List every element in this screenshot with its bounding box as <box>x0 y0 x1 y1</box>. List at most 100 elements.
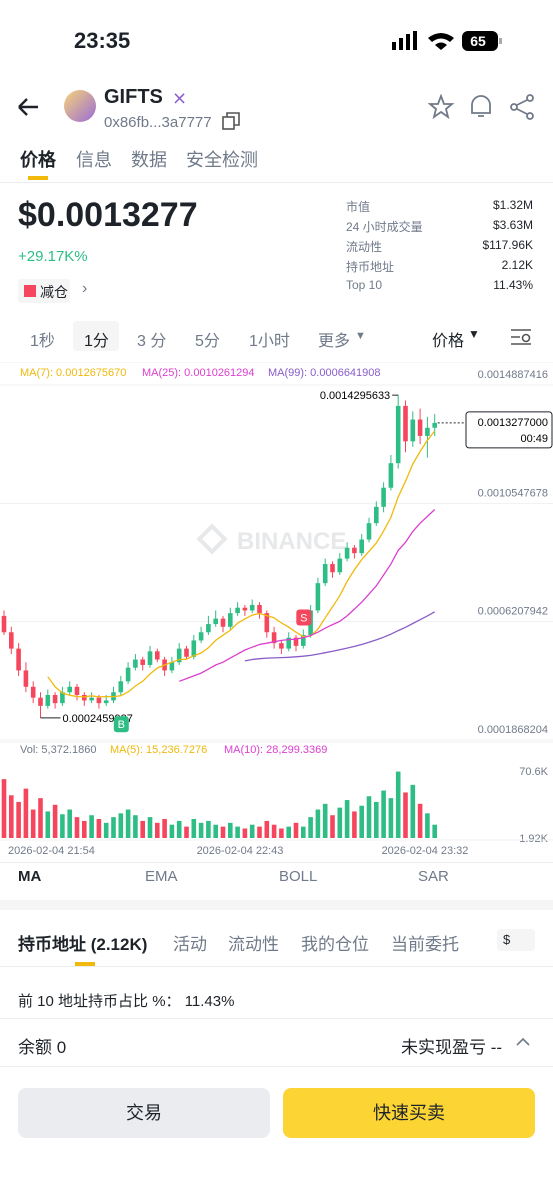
interval[interactable]: 1小时 <box>249 333 290 350</box>
header-actions[interactable] <box>428 94 538 120</box>
volume-bar <box>249 824 255 838</box>
candle-body <box>89 697 94 701</box>
chart-settings[interactable] <box>510 328 532 346</box>
interval[interactable]: 1分 <box>84 333 109 350</box>
reduce-label[interactable]: 减仓 <box>40 284 68 300</box>
volume-bar <box>395 771 401 838</box>
x-tick-label: 2026-02-04 23:32 <box>382 845 469 857</box>
indicator[interactable]: EMA <box>145 868 178 885</box>
holder-tab[interactable]: 我的仓位 <box>301 935 369 954</box>
volume-bar <box>322 803 328 838</box>
candle-body <box>344 547 350 559</box>
holder-tab[interactable]: 持币地址 (2.12K) <box>18 935 148 954</box>
volume-bar <box>381 790 386 838</box>
vol-tick-label: 1.92K <box>519 833 548 845</box>
volume-bar <box>330 815 335 838</box>
divider <box>0 1066 553 1067</box>
countdown: 00:49 <box>520 433 548 445</box>
trade-badge <box>113 716 129 733</box>
candle-body <box>337 558 343 573</box>
indicator[interactable]: MA <box>18 868 42 885</box>
volume-bar <box>184 826 189 838</box>
chart: 0.0014887416 0.0010547678 0.0006207942 0.00… <box>0 362 553 857</box>
interval[interactable]: 1秒 <box>30 333 55 350</box>
volume-bar <box>213 824 218 838</box>
collapse[interactable] <box>516 1037 530 1047</box>
candle-body <box>67 686 72 693</box>
stat-label: 流动性 <box>346 240 383 254</box>
candle-body <box>9 632 14 649</box>
candle-body <box>301 634 306 646</box>
indicator[interactable]: BOLL <box>279 868 318 885</box>
candle-body <box>286 637 291 649</box>
tab[interactable]: 信息 <box>76 150 112 170</box>
tab[interactable]: 安全检测 <box>186 150 258 170</box>
copy[interactable] <box>222 112 240 130</box>
candle-body <box>176 648 182 663</box>
candle-body <box>425 427 430 436</box>
volume-bar <box>1 779 7 838</box>
divider <box>0 182 553 183</box>
interval[interactable]: 5分 <box>195 333 220 350</box>
candle-body <box>74 686 80 695</box>
volume-bar <box>417 803 423 838</box>
volume-bar <box>374 801 379 838</box>
volume-bar <box>293 822 299 838</box>
volume-bar <box>30 809 36 838</box>
volume-bar <box>366 796 372 838</box>
volume-bar <box>286 826 291 838</box>
candle-body <box>381 487 386 507</box>
stat-value: $1.32M <box>492 198 533 212</box>
candle-body <box>125 667 131 682</box>
candle-body <box>169 662 175 671</box>
ma-line <box>244 611 436 662</box>
volume-bar <box>82 820 87 838</box>
stat-label: 24 小时成交量 <box>346 220 423 234</box>
volume-bar <box>191 819 197 838</box>
candle-body <box>359 539 364 554</box>
candle-body <box>264 613 270 633</box>
volume-bar <box>67 809 72 838</box>
holder-tab[interactable]: 当前委托 <box>391 935 459 954</box>
holder-tab[interactable]: 活动 <box>173 935 207 954</box>
token-icon <box>64 90 96 122</box>
vol-legend: MA(5): 15,236.7276 <box>110 744 207 756</box>
holder-tab[interactable]: 流动性 <box>228 935 279 954</box>
tab[interactable]: 数据 <box>131 150 167 170</box>
back[interactable] <box>16 96 40 118</box>
high-label: 0.0014295633 <box>320 390 390 402</box>
volume-bar <box>103 822 109 838</box>
volume-bar <box>52 804 58 838</box>
interval[interactable]: 更多 <box>318 333 351 350</box>
volume-bar <box>155 822 160 838</box>
reduce-icon <box>24 285 36 297</box>
volume-bar <box>60 814 65 838</box>
candle-body <box>118 681 124 693</box>
price-tag-label: 0.0013277000 <box>478 417 548 429</box>
chevron: › <box>82 280 88 297</box>
volume-bar <box>410 784 416 838</box>
candle-body <box>198 632 204 641</box>
volume-bar <box>38 798 43 838</box>
candle-body <box>45 694 51 706</box>
candle-body <box>417 419 423 436</box>
indicator[interactable]: SAR <box>418 868 449 885</box>
caret: ▼ <box>355 330 366 342</box>
currency[interactable]: $ <box>497 929 535 951</box>
interval[interactable]: 3 分 <box>137 333 167 350</box>
volume-bar <box>140 820 145 838</box>
status-icons: 65 <box>392 31 502 51</box>
trade-button[interactable]: 交易 <box>18 1088 270 1138</box>
quick-trade-button[interactable]: 快速买卖 <box>283 1088 535 1138</box>
volume-bar <box>133 815 138 838</box>
price-change: +29.17K% <box>18 248 88 265</box>
tab[interactable]: 价格 <box>20 150 56 170</box>
volume-bar <box>206 820 211 838</box>
spacer <box>0 900 553 910</box>
volume-bar <box>315 809 321 838</box>
token-name: GIFTS <box>104 86 163 108</box>
price-selector[interactable]: 价格 <box>432 333 465 350</box>
volume-bar <box>118 813 124 838</box>
vol-legend: Vol: 5,372.1860 <box>20 744 96 756</box>
candle-body <box>184 648 189 657</box>
